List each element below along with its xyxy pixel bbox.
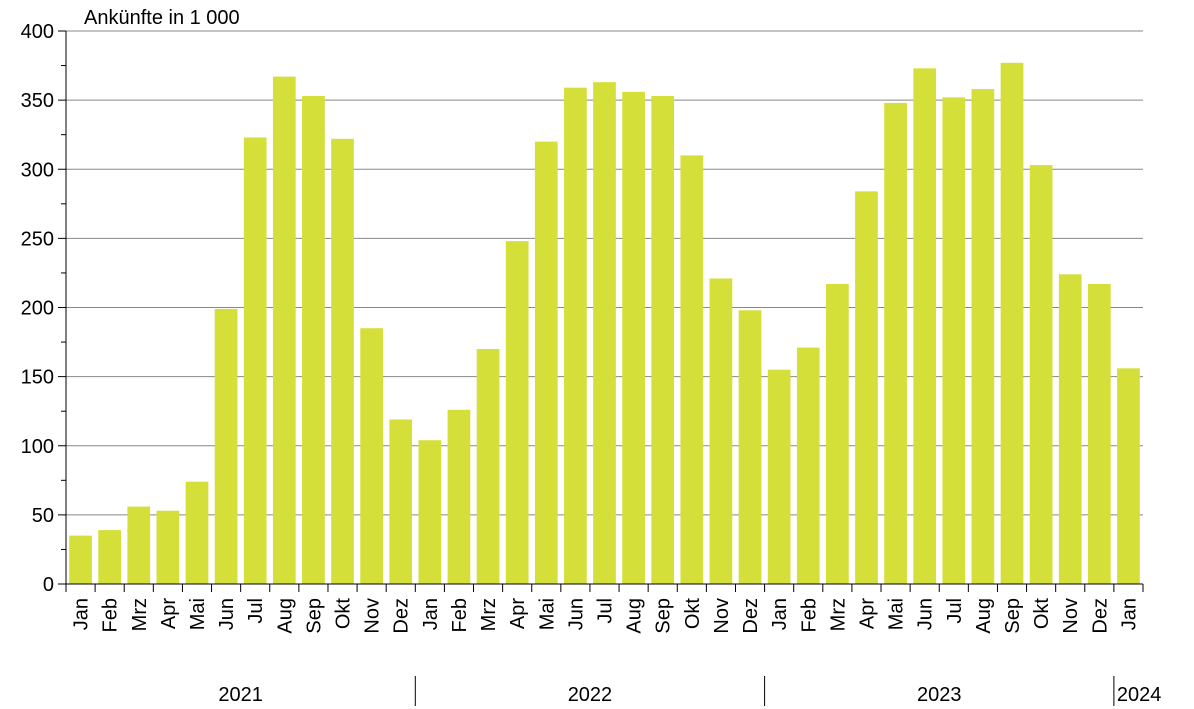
x-tick-label: Dez bbox=[1089, 598, 1111, 634]
y-tick-label: 150 bbox=[21, 367, 54, 389]
x-tick-label: Mai bbox=[536, 598, 558, 630]
bar bbox=[622, 91, 645, 584]
bar bbox=[971, 89, 995, 584]
x-tick-label: Nov bbox=[711, 598, 733, 634]
x-tick-label: Feb bbox=[100, 598, 122, 632]
x-tick-label: Jul bbox=[944, 598, 966, 624]
bar bbox=[855, 191, 878, 584]
x-tick-label: Jan bbox=[71, 598, 93, 630]
x-tick-label: Jan bbox=[420, 598, 442, 630]
x-tick-label: Aug bbox=[973, 598, 995, 634]
x-tick-label: Mai bbox=[886, 598, 908, 630]
x-tick-label: Dez bbox=[391, 598, 413, 634]
year-label: 2023 bbox=[917, 684, 962, 706]
x-tick-label: Jun bbox=[565, 598, 587, 630]
x-tick-label: Dez bbox=[740, 598, 762, 634]
bar bbox=[1087, 283, 1111, 584]
x-tick-label: Sep bbox=[303, 598, 325, 634]
bar bbox=[1029, 165, 1053, 585]
year-label: 2021 bbox=[218, 684, 263, 706]
bar bbox=[884, 102, 907, 584]
x-tick-label: Aug bbox=[274, 598, 296, 634]
y-tick-label: 0 bbox=[43, 574, 54, 596]
bar bbox=[651, 95, 675, 584]
bar bbox=[709, 278, 733, 584]
y-tick-label: 250 bbox=[21, 228, 54, 250]
bar bbox=[98, 530, 122, 584]
bar bbox=[826, 283, 849, 584]
bar bbox=[1058, 274, 1082, 584]
y-tick-label: 300 bbox=[21, 159, 54, 181]
x-tick-label: Nov bbox=[362, 598, 384, 634]
bar bbox=[913, 68, 937, 584]
x-tick-label: Jul bbox=[245, 598, 267, 624]
x-tick-label: Okt bbox=[333, 598, 355, 630]
bar bbox=[360, 328, 383, 584]
bar bbox=[942, 97, 966, 585]
x-tick-label: Jul bbox=[595, 598, 617, 624]
bar bbox=[564, 87, 587, 585]
bar bbox=[476, 348, 500, 584]
bar bbox=[331, 138, 354, 584]
y-tick-label: 400 bbox=[21, 21, 54, 43]
y-tick-label: 350 bbox=[21, 90, 54, 112]
x-tick-label: Okt bbox=[1031, 598, 1053, 630]
x-tick-label: Jun bbox=[915, 598, 937, 630]
bar bbox=[127, 506, 151, 584]
bar bbox=[302, 95, 325, 584]
x-tick-label: Apr bbox=[507, 598, 529, 629]
bar bbox=[389, 419, 413, 584]
bar bbox=[680, 155, 704, 585]
x-tick-label: Apr bbox=[856, 598, 878, 629]
bar bbox=[185, 481, 209, 584]
x-tick-label: Jan bbox=[769, 598, 791, 630]
x-tick-label: Sep bbox=[1002, 598, 1024, 634]
bar bbox=[738, 310, 762, 584]
bar bbox=[156, 510, 180, 584]
x-tick-label: Mrz bbox=[827, 598, 849, 631]
bar bbox=[593, 82, 616, 584]
bar bbox=[272, 76, 296, 584]
y-tick-label: 50 bbox=[32, 505, 54, 527]
x-tick-label: Feb bbox=[798, 598, 820, 632]
x-tick-label: Jan bbox=[1118, 598, 1140, 630]
x-tick-label: Sep bbox=[653, 598, 675, 634]
bar bbox=[767, 369, 791, 584]
bar bbox=[1000, 62, 1024, 585]
bar bbox=[505, 241, 529, 584]
x-tick-label: Apr bbox=[158, 598, 180, 629]
year-label: 2024 bbox=[1117, 684, 1162, 706]
bar bbox=[534, 141, 558, 584]
x-tick-label: Okt bbox=[682, 598, 704, 630]
year-label: 2022 bbox=[568, 684, 613, 706]
y-axis-title: Ankünfte in 1 000 bbox=[84, 7, 240, 29]
x-tick-label: Nov bbox=[1060, 598, 1082, 634]
bar bbox=[796, 347, 820, 584]
bar bbox=[418, 440, 442, 584]
bar bbox=[214, 308, 238, 584]
x-tick-label: Mai bbox=[187, 598, 209, 630]
bar bbox=[243, 137, 267, 584]
y-tick-label: 100 bbox=[21, 436, 54, 458]
x-tick-label: Jun bbox=[216, 598, 238, 630]
bar bbox=[69, 535, 92, 584]
bar bbox=[447, 409, 471, 584]
x-tick-label: Aug bbox=[624, 598, 646, 634]
x-tick-label: Mrz bbox=[129, 598, 151, 631]
x-tick-label: Feb bbox=[449, 598, 471, 632]
y-tick-label: 200 bbox=[21, 298, 54, 320]
bar bbox=[1117, 368, 1140, 584]
x-tick-label: Mrz bbox=[478, 598, 500, 631]
